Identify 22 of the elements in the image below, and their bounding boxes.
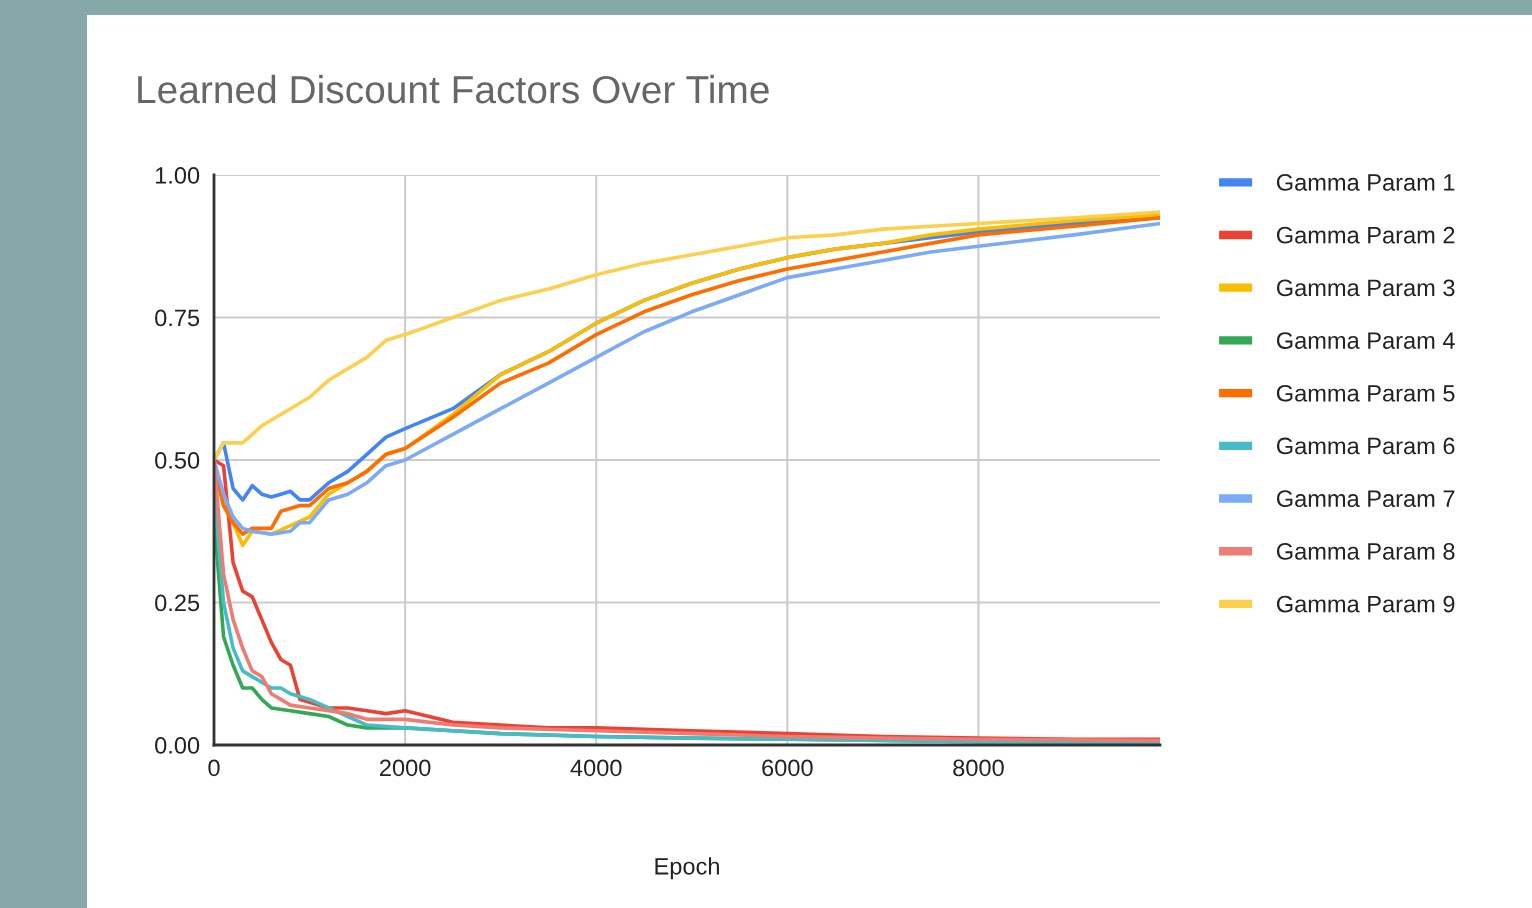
legend-label: Gamma Param 3 <box>1276 279 1455 297</box>
y-tick-label: 0.25 <box>155 594 200 612</box>
x-tick-label: 4000 <box>570 759 622 777</box>
legend-label: Gamma Param 2 <box>1276 226 1455 244</box>
legend-label: Gamma Param 9 <box>1276 595 1455 613</box>
legend-label: Gamma Param 4 <box>1276 332 1455 349</box>
y-tick-label: 0.00 <box>155 737 200 754</box>
legend-label: Gamma Param 7 <box>1276 490 1455 508</box>
x-tick-label: 2000 <box>380 759 431 777</box>
legend-label: Gamma Param 1 <box>1276 174 1455 191</box>
legend-label: Gamma Param 8 <box>1276 543 1455 560</box>
y-tick-label: 0.50 <box>155 452 200 469</box>
x-tick-label: 8000 <box>953 759 1004 777</box>
x-axis-title: Epoch <box>655 857 719 880</box>
legend-label: Gamma Param 6 <box>1276 437 1455 455</box>
x-tick-label: 0 <box>208 759 220 777</box>
line-series <box>214 210 1160 462</box>
y-tick-label: 0.75 <box>155 309 200 327</box>
y-tick-label: 1.00 <box>155 167 200 184</box>
chart-title: Learned Discount Factors Over Time <box>138 74 769 104</box>
x-tick-label: 6000 <box>762 759 813 777</box>
legend-label: Gamma Param 5 <box>1276 384 1455 402</box>
